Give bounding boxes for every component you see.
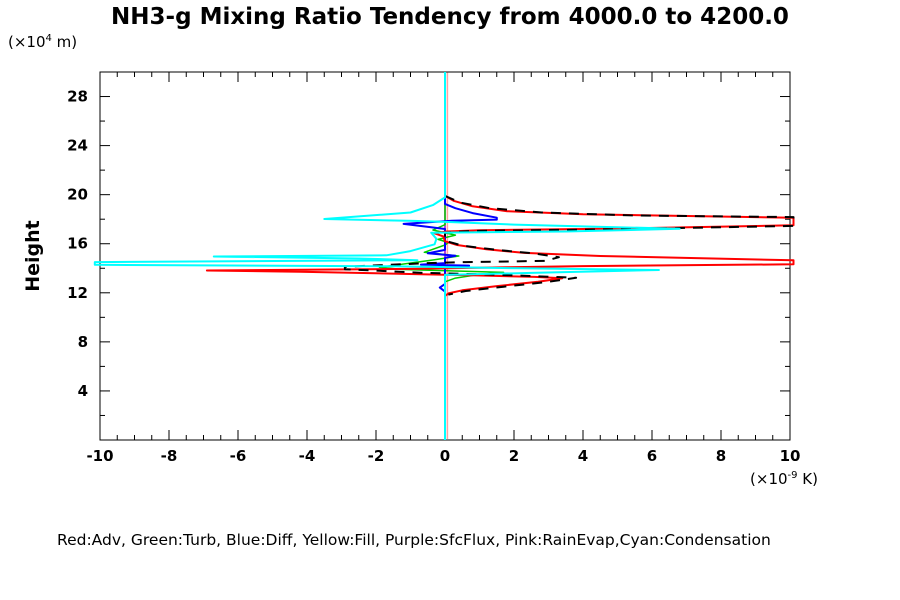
y-tick-label: 4	[78, 382, 88, 400]
y-unit-exponent: 4	[45, 33, 52, 44]
x-tick-label: -8	[161, 447, 178, 465]
legend-text: Red:Adv, Green:Turb, Blue:Diff, Yellow:F…	[57, 531, 771, 549]
axis-ticks	[99, 72, 791, 440]
x-tick-label: -2	[368, 447, 385, 465]
x-tick-label: 8	[716, 447, 726, 465]
x-axis-unit-label: (×10-9 K)	[640, 470, 818, 488]
y-tick-label: 12	[67, 284, 88, 302]
x-tick-label: 10	[780, 447, 801, 465]
x-tick-label: 4	[578, 447, 588, 465]
x-tick-label: -6	[230, 447, 247, 465]
y-unit-prefix: (×10	[8, 33, 46, 51]
x-unit-prefix: (×10	[750, 470, 788, 488]
x-tick-label: -4	[299, 447, 316, 465]
y-tick-label: 16	[67, 235, 88, 253]
y-tick-label: 24	[67, 137, 88, 155]
series-line-black	[343, 194, 795, 296]
data-series	[93, 72, 795, 440]
y-axis-unit-label: (×104 m)	[8, 33, 77, 51]
chart-title: NH3-g Mixing Ratio Tendency from 4000.0 …	[111, 4, 789, 30]
x-tick-label: 6	[647, 447, 657, 465]
x-tick-label: -10	[86, 447, 113, 465]
y-tick-label: 8	[78, 333, 88, 351]
x-unit-exponent: -9	[787, 470, 798, 481]
x-tick-label: 2	[509, 447, 519, 465]
x-unit-suffix: K)	[797, 470, 818, 488]
y-unit-suffix: m)	[51, 33, 78, 51]
series-line-red	[205, 73, 795, 439]
y-tick-label: 20	[67, 186, 88, 204]
series-line-green	[378, 73, 505, 439]
y-tick-label: 28	[67, 88, 88, 106]
series-line-blue	[402, 73, 498, 439]
x-tick-label: 0	[440, 447, 450, 465]
series-line-cyan	[93, 72, 681, 440]
